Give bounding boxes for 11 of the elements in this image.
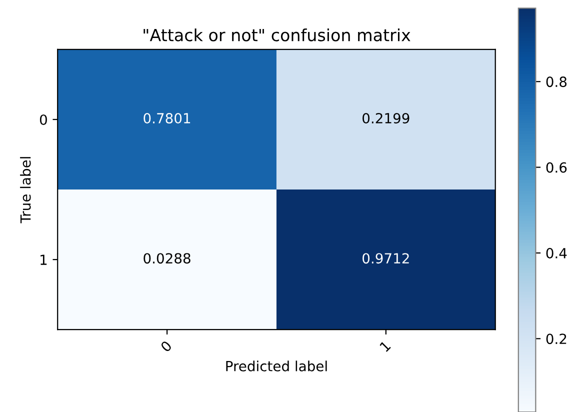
color-bar-label: 0.4 [546,248,567,258]
color-bar-label: 0.6 [546,162,567,173]
data-label: 0.7801 [144,113,190,124]
color-bar-label: 0.2 [546,334,566,344]
data-label: 0.0288 [144,253,190,264]
data-label: 0.9712 [362,253,409,264]
color-bar-label: 0.8 [546,76,567,88]
x-axis-title: Predicted label [226,360,327,372]
data-label: 0.2199 [362,113,410,124]
chart-title: "Attack or not" confusion matrix [144,28,410,42]
y-axis-title: True label [20,157,31,224]
